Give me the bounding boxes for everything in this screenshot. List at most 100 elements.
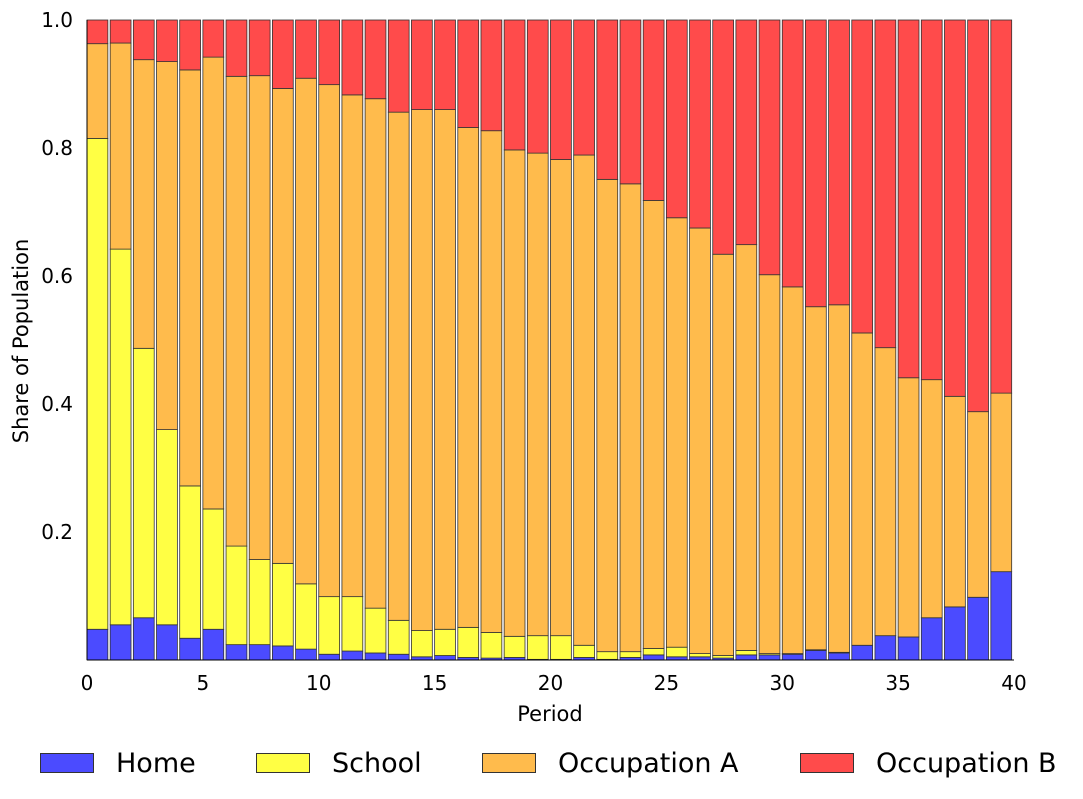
legend-item-occupation-a: Occupation A: [482, 740, 739, 786]
bar-occupation-a-26: [689, 227, 711, 655]
bar-occupation-b-23: [619, 19, 642, 185]
bar-school-16: [457, 626, 480, 658]
bar-occupation-a-33: [851, 332, 874, 646]
bar-occupation-b-28: [735, 19, 758, 246]
bar-home-34: [874, 635, 897, 661]
bar-occupation-b-26: [689, 19, 711, 229]
bar-occupation-a-27: [712, 253, 734, 656]
bar-occupation-a-15: [434, 109, 456, 630]
bar-occupation-b-5: [202, 19, 225, 58]
bar-occupation-b-33: [851, 19, 874, 334]
bar-occupation-a-9: [295, 77, 317, 585]
bar-school-9: [295, 583, 317, 650]
bar-school-1: [109, 248, 132, 626]
bar-home-24: [642, 654, 665, 661]
legend-label: School: [332, 747, 422, 779]
bar-home-9: [295, 648, 317, 661]
bar-school-18: [503, 635, 526, 658]
bar-occupation-b-6: [225, 19, 248, 77]
bar-occupation-b-3: [156, 19, 178, 62]
y-tick-label: 0.8: [41, 136, 73, 160]
y-axis-title: Share of Population: [9, 239, 33, 444]
bar-home-5: [202, 628, 225, 661]
bar-school-6: [225, 545, 248, 646]
axes-layer: 0 5 10 15 20 25 30 35 40 0.2 0.4 0.6 0.8 1.0: [41, 8, 1027, 695]
bar-occupation-b-15: [434, 19, 456, 110]
bar-home-1: [109, 624, 132, 661]
bar-home-0: [86, 628, 109, 661]
y-tick-label: 0.6: [41, 264, 73, 288]
bar-school-0: [86, 137, 109, 630]
bar-occupation-a-29: [758, 274, 781, 655]
legend-swatch: [40, 753, 94, 773]
bar-occupation-a-19: [526, 152, 549, 637]
bar-occupation-b-2: [132, 19, 155, 61]
legend-item-occupation-b: Occupation B: [800, 740, 1057, 786]
bar-home-7: [248, 644, 271, 661]
bar-occupation-a-35: [897, 377, 920, 638]
x-tick-label: 35: [885, 671, 910, 695]
x-tick-label: 5: [197, 671, 210, 695]
bar-occupation-b-29: [758, 19, 781, 276]
legend-item-home: Home: [40, 740, 196, 786]
bar-school-20: [550, 635, 572, 660]
bar-home-30: [781, 653, 804, 661]
bar-occupation-a-38: [967, 411, 989, 598]
legend-item-school: School: [256, 740, 422, 786]
bar-home-38: [967, 596, 989, 661]
bar-school-24: [642, 648, 665, 656]
x-tick-label: 25: [654, 671, 679, 695]
bar-occupation-a-25: [665, 217, 688, 648]
bar-layer: [86, 19, 1013, 661]
bar-home-32: [828, 652, 850, 661]
bar-home-35: [897, 636, 920, 661]
bar-home-6: [225, 644, 248, 661]
bar-occupation-a-16: [457, 127, 480, 628]
bar-school-28: [735, 650, 758, 656]
bar-occupation-b-18: [503, 19, 526, 151]
bar-occupation-a-32: [828, 304, 850, 653]
bar-occupation-a-17: [480, 130, 503, 633]
bar-occupation-b-39: [990, 19, 1013, 394]
bar-occupation-a-11: [341, 94, 364, 598]
bar-home-37: [944, 606, 966, 661]
bar-school-26: [689, 653, 711, 658]
bar-occupation-b-7: [248, 19, 271, 77]
bar-occupation-b-1: [109, 19, 132, 44]
legend-label: Occupation A: [558, 747, 739, 779]
bar-occupation-a-8: [271, 88, 294, 564]
bar-occupation-a-22: [596, 178, 619, 653]
bar-school-11: [341, 596, 364, 652]
legend-label: Occupation B: [876, 747, 1057, 779]
bar-occupation-a-23: [619, 183, 642, 653]
bar-school-2: [132, 347, 155, 619]
bar-home-11: [341, 650, 364, 661]
bar-occupation-a-30: [781, 286, 804, 655]
bar-occupation-a-21: [573, 154, 595, 646]
bar-occupation-a-14: [411, 109, 433, 631]
bar-occupation-b-14: [411, 19, 433, 110]
bar-occupation-a-3: [156, 61, 178, 430]
bar-occupation-a-6: [225, 75, 248, 547]
bar-home-15: [434, 655, 456, 661]
bar-home-4: [179, 637, 201, 661]
bar-occupation-b-11: [341, 19, 364, 96]
bar-occupation-b-8: [271, 19, 294, 89]
x-tick-label: 15: [422, 671, 447, 695]
bar-school-3: [156, 429, 178, 626]
bar-occupation-a-24: [642, 200, 665, 649]
bar-home-13: [387, 653, 410, 661]
bar-school-25: [665, 646, 688, 658]
bar-occupation-b-0: [86, 19, 109, 45]
x-axis-title: Period: [517, 702, 582, 726]
bar-occupation-a-39: [990, 392, 1013, 573]
bar-school-22: [596, 651, 619, 660]
bar-home-29: [758, 654, 781, 661]
stacked-bar-chart: 0 5 10 15 20 25 30 35 40 0.2 0.4 0.6 0.8 1.0 Period S…: [9, 8, 1027, 726]
bar-home-33: [851, 644, 874, 661]
bar-home-10: [318, 653, 341, 661]
bar-school-19: [526, 635, 549, 660]
bar-home-2: [132, 617, 155, 661]
bar-school-21: [573, 644, 595, 658]
bar-school-10: [318, 596, 341, 655]
